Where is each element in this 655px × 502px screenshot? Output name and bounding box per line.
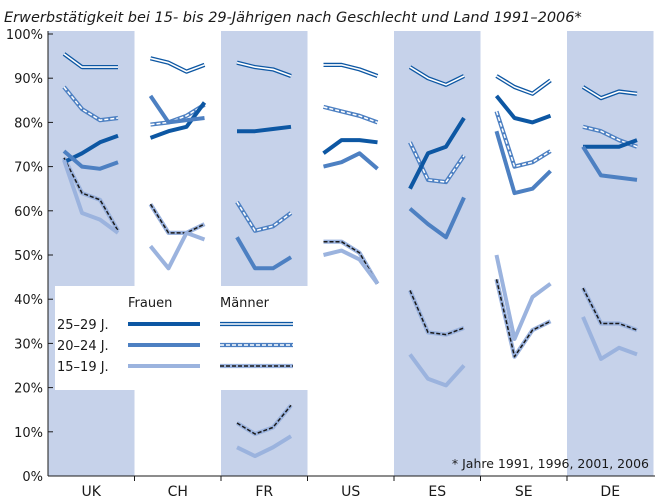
series-m-nner-25-29-j--uk xyxy=(62,52,118,70)
series-frauen-15-19-j--es xyxy=(408,353,466,388)
series-m-nner-25-29-j--se xyxy=(495,74,552,96)
series-frauen-20-24-j--fr xyxy=(235,236,293,271)
y-tick-label: 70% xyxy=(14,161,43,176)
series-m-nner-20-24-j--uk xyxy=(62,85,119,123)
band-de xyxy=(567,31,654,476)
x-label-uk: UK xyxy=(82,484,102,500)
country-bands xyxy=(48,31,654,476)
series-lines xyxy=(62,52,638,459)
series-m-nner-15-19-j--se xyxy=(494,278,552,359)
legend-label-20-24: 20–24 J. xyxy=(57,339,109,354)
band-es xyxy=(394,31,481,476)
y-axis-ticks: 0% 10% 20% 30% 40% 50% 60% 70% 80% 90% 100% xyxy=(6,28,53,485)
series-frauen-20-24-j--uk xyxy=(62,149,119,171)
y-tick-label: 0% xyxy=(22,470,43,485)
y-tick-label: 20% xyxy=(14,382,43,397)
series-frauen-15-19-j--fr xyxy=(236,434,293,459)
series-frauen-20-24-j--de xyxy=(581,145,638,182)
series-m-nner-15-19-j--fr xyxy=(235,403,293,437)
series-frauen-15-19-j--de xyxy=(581,316,638,361)
series-m-nner-25-29-j--ch xyxy=(150,56,206,74)
y-tick-label: 90% xyxy=(14,72,43,87)
y-tick-label: 40% xyxy=(14,293,43,308)
series-m-nner-20-24-j--us xyxy=(322,104,379,125)
y-tick-label: 100% xyxy=(6,28,43,43)
series-m-nner-15-19-j--us xyxy=(323,239,380,285)
series-frauen-20-24-j--es xyxy=(408,196,466,240)
band-uk xyxy=(48,31,135,476)
legend-header-frauen: Frauen xyxy=(128,296,172,311)
series-m-nner-25-29-j--es xyxy=(408,65,465,87)
x-axis-labels: UK CH FR US ES SE DE xyxy=(82,476,620,500)
series-frauen-15-19-j--se xyxy=(494,254,552,341)
series-frauen-25-29-j--fr xyxy=(237,124,292,134)
band-fr xyxy=(221,31,308,476)
series-m-nner-20-24-j--fr xyxy=(235,200,293,233)
footnote: * Jahre 1991, 1996, 2001, 2006 xyxy=(452,456,649,471)
series-frauen-25-29-j--es xyxy=(408,116,466,190)
y-tick-label: 60% xyxy=(14,205,43,220)
series-m-nner-25-29-j--us xyxy=(323,62,379,78)
x-label-de: DE xyxy=(600,484,620,500)
legend-label-25-29: 25–29 J. xyxy=(57,318,109,333)
x-label-fr: FR xyxy=(255,484,273,500)
x-label-ch: CH xyxy=(168,484,188,500)
y-tick-label: 10% xyxy=(14,426,43,441)
series-frauen-15-19-j--ch xyxy=(148,230,206,271)
series-frauen-15-19-j--us xyxy=(323,248,380,285)
legend-swatches xyxy=(128,321,293,369)
series-frauen-20-24-j--se xyxy=(494,130,552,196)
y-tick-label: 80% xyxy=(14,116,43,131)
x-label-us: US xyxy=(341,484,360,500)
series-m-nner-25-29-j--fr xyxy=(236,60,292,78)
y-tick-label: 30% xyxy=(14,337,43,352)
series-m-nner-25-29-j--de xyxy=(581,85,638,101)
series-frauen-15-19-j--uk xyxy=(62,159,120,235)
series-frauen-25-29-j--se xyxy=(494,94,552,125)
series-frauen-25-29-j--ch xyxy=(149,101,207,140)
series-m-nner-15-19-j--es xyxy=(408,289,465,337)
series-m-nner-15-19-j--ch xyxy=(148,203,206,235)
series-frauen-20-24-j--ch xyxy=(148,94,205,125)
series-m-nner-15-19-j--uk xyxy=(62,156,120,232)
series-m-nner-20-24-j--se xyxy=(494,110,552,169)
x-label-se: SE xyxy=(515,484,533,500)
legend-box xyxy=(55,286,309,390)
chart-title: Erwerbstätigkeit bei 15- bis 29-Jährigen… xyxy=(4,10,582,26)
legend-label-15-19: 15–19 J. xyxy=(57,360,109,375)
series-m-nner-15-19-j--de xyxy=(581,287,638,333)
series-frauen-25-29-j--us xyxy=(322,138,378,155)
series-m-nner-20-24-j--ch xyxy=(150,102,206,127)
legend: Frauen Männer 25–29 J. 20–24 J. 15–19 J. xyxy=(55,286,309,390)
series-m-nner-20-24-j--es xyxy=(408,141,466,185)
series-frauen-20-24-j--us xyxy=(323,151,379,171)
series-frauen-25-29-j--de xyxy=(583,138,638,149)
legend-header-maenner: Männer xyxy=(220,296,270,311)
x-label-es: ES xyxy=(428,484,446,500)
y-tick-label: 50% xyxy=(14,249,43,264)
